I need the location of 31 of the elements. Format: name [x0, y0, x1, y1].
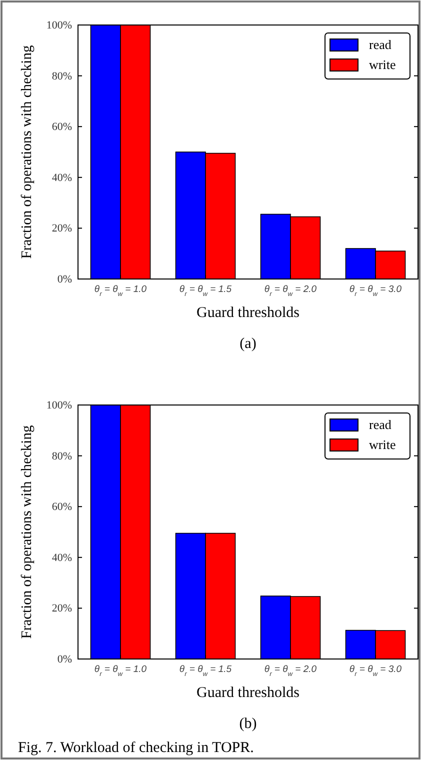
- x-tick-label: θ$_{r}$ = θ$_{w}$ = 2.0: [264, 284, 318, 298]
- x-tick-label: θ$_{r}$ = θ$_{w}$ = 2.0: [264, 664, 318, 678]
- y-tick-label: 60%: [52, 121, 72, 134]
- y-tick-label: 40%: [52, 552, 72, 564]
- y-tick-label: 80%: [52, 450, 72, 462]
- y-tick-label: 0%: [57, 654, 72, 666]
- y-tick-label: 80%: [52, 70, 72, 82]
- y-tick-label: 20%: [52, 602, 72, 615]
- x-tick-label: θ$_{r}$ = θ$_{w}$ = 3.0: [349, 284, 402, 298]
- x-axis-title: Guard thresholds: [196, 685, 300, 701]
- legend-label: write: [369, 437, 396, 452]
- y-tick-label: 20%: [52, 222, 72, 235]
- y-axis-title: Fraction of operations with checking: [19, 425, 35, 639]
- x-tick-label: θ$_{r}$ = θ$_{w}$ = 1.5: [179, 664, 232, 678]
- y-tick-label: 100%: [46, 20, 72, 32]
- text: (a): [240, 336, 256, 352]
- legend-label: read: [369, 37, 392, 52]
- x-tick-label: θ$_{r}$ = θ$_{w}$ = 1.0: [94, 284, 148, 298]
- legend-label: read: [369, 417, 392, 432]
- y-tick-label: 60%: [52, 501, 72, 514]
- x-tick-label: θ$_{r}$ = θ$_{w}$ = 1.0: [94, 664, 148, 678]
- y-axis-title: Fraction of operations with checking: [19, 45, 35, 259]
- x-tick-label: θ$_{r}$ = θ$_{w}$ = 1.5: [179, 284, 232, 298]
- x-axis-title: Guard thresholds: [196, 305, 300, 321]
- x-tick-label: θ$_{r}$ = θ$_{w}$ = 3.0: [349, 664, 402, 678]
- y-tick-label: 100%: [46, 400, 72, 412]
- text: (b): [239, 716, 257, 732]
- y-tick-label: 40%: [52, 172, 72, 184]
- y-tick-label: 0%: [57, 274, 72, 286]
- caption: Fig. 7. Workload of checking in TOPR.: [18, 740, 254, 756]
- legend-label: write: [369, 57, 396, 72]
